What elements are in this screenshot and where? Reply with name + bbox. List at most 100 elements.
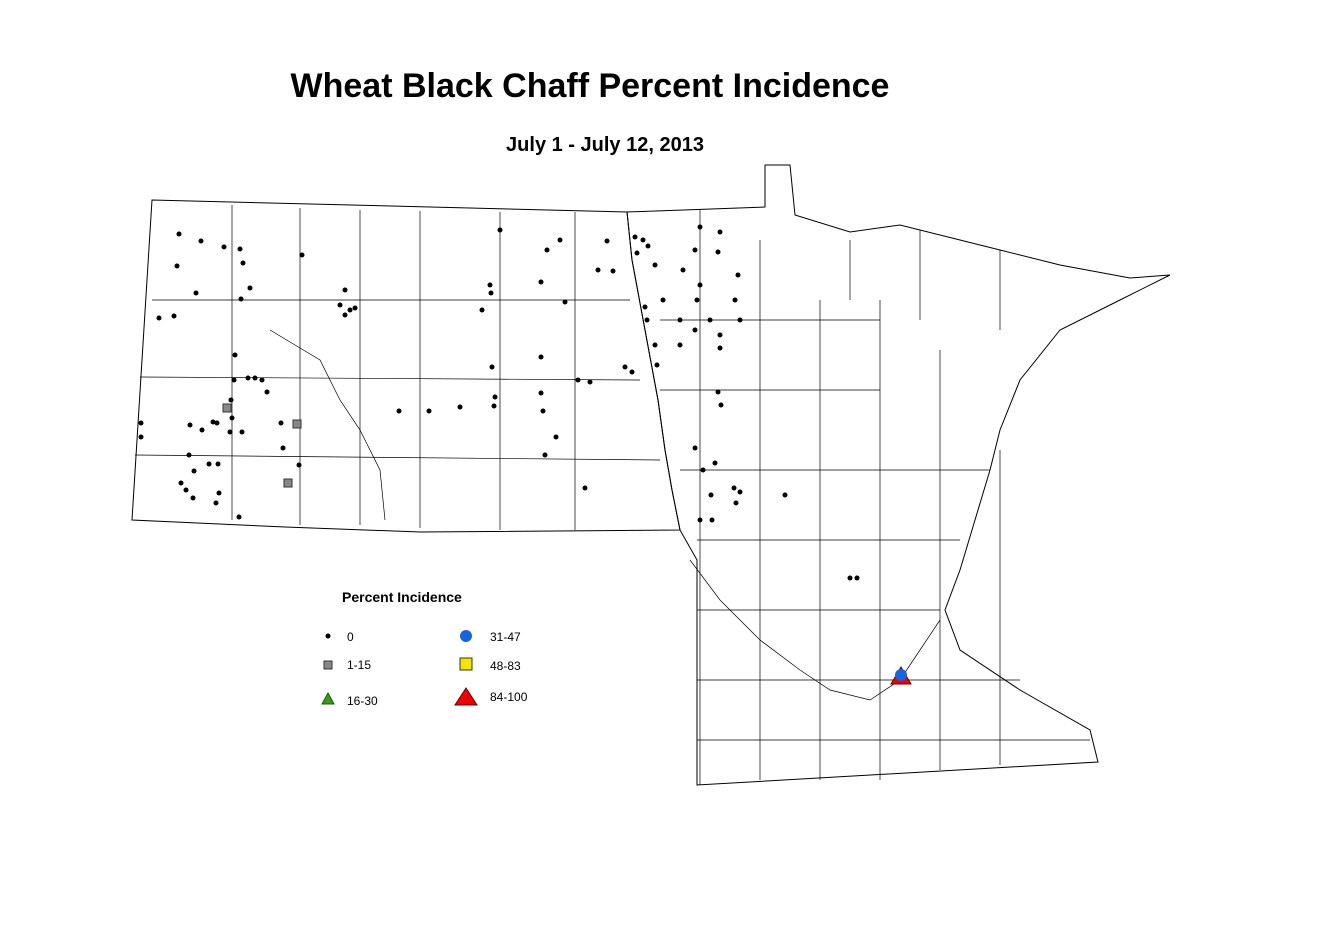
site-dot <box>190 495 196 501</box>
site-dot <box>215 461 221 467</box>
site-dot <box>731 485 737 491</box>
site-dot <box>247 285 253 291</box>
site-dot <box>491 403 497 409</box>
site-dot <box>582 485 588 491</box>
site-dot <box>700 467 706 473</box>
site-dot <box>199 427 205 433</box>
site-dot <box>538 354 544 360</box>
site-dot <box>575 377 581 383</box>
site-dot <box>489 364 495 370</box>
site-dot <box>642 304 648 310</box>
site-dot <box>252 375 258 381</box>
site-dot <box>707 317 713 323</box>
site-dot <box>538 279 544 285</box>
title: Wheat Black Chaff Percent Incidence <box>291 67 890 105</box>
site-dot <box>709 517 715 523</box>
site-dot <box>280 445 286 451</box>
site-dot <box>717 345 723 351</box>
site-dot <box>553 434 559 440</box>
legend-label: 48-83 <box>490 659 521 673</box>
site-dot <box>213 500 219 506</box>
legend-label: 84-100 <box>490 690 528 704</box>
site-dot <box>634 250 640 256</box>
site-dot <box>198 238 204 244</box>
legend-label: 0 <box>347 630 354 644</box>
site-dot <box>236 514 242 520</box>
marker-1-15 <box>292 419 302 429</box>
site-dot <box>221 244 227 250</box>
site-dot <box>717 332 723 338</box>
site-dot <box>240 260 246 266</box>
site-dot <box>191 468 197 474</box>
site-dot <box>186 452 192 458</box>
marker-1-15 <box>222 403 232 413</box>
legend-symbol <box>459 657 473 671</box>
legend-symbol <box>460 630 472 642</box>
legend-label: 16-30 <box>347 694 378 708</box>
site-dot <box>604 238 610 244</box>
site-dot <box>237 246 243 252</box>
site-dot <box>296 462 302 468</box>
site-dot <box>259 377 265 383</box>
site-dot <box>640 237 646 243</box>
site-dot <box>847 575 853 581</box>
site-dot <box>557 237 563 243</box>
site-dot <box>717 229 723 235</box>
site-dot <box>697 282 703 288</box>
site-dot <box>697 517 703 523</box>
site-dot <box>652 262 658 268</box>
site-dot <box>210 419 216 425</box>
site-dot <box>737 489 743 495</box>
site-dot <box>715 249 721 255</box>
survey-sites <box>138 224 860 581</box>
legend-title: Percent Incidence <box>342 589 462 605</box>
site-dot <box>735 272 741 278</box>
site-dot <box>193 290 199 296</box>
site-dot <box>544 247 550 253</box>
site-dot <box>232 352 238 358</box>
site-dot <box>479 307 485 313</box>
site-dot <box>229 415 235 421</box>
site-dot <box>487 282 493 288</box>
site-dot <box>715 389 721 395</box>
site-dot <box>347 307 353 313</box>
site-dot <box>692 327 698 333</box>
site-dot <box>238 296 244 302</box>
site-dot <box>677 317 683 323</box>
site-dot <box>227 429 233 435</box>
site-dot <box>595 267 601 273</box>
state-outlines <box>131 164 1171 786</box>
site-dot <box>178 480 184 486</box>
site-dot <box>694 297 700 303</box>
site-dot <box>645 243 651 249</box>
site-dot <box>680 267 686 273</box>
site-dot <box>562 299 568 305</box>
site-dot <box>342 287 348 293</box>
site-dot <box>692 445 698 451</box>
site-dot <box>712 460 718 466</box>
legend: Percent Incidence 0 1-15 16-30 31-47 48-… <box>321 589 528 708</box>
site-dot <box>708 492 714 498</box>
site-dot <box>629 369 635 375</box>
site-dot <box>692 247 698 253</box>
site-dot <box>183 487 189 493</box>
subtitle: July 1 - July 12, 2013 <box>506 134 704 156</box>
site-markers <box>222 403 912 685</box>
legend-label: 31-47 <box>490 630 521 644</box>
site-dot <box>652 342 658 348</box>
site-dot <box>492 394 498 400</box>
site-dot <box>216 490 222 496</box>
site-dot <box>540 408 546 414</box>
site-dot <box>622 364 628 370</box>
marker-31-47 <box>895 669 907 681</box>
legend-symbol <box>323 660 333 670</box>
site-dot <box>239 429 245 435</box>
site-dot <box>426 408 432 414</box>
site-dot <box>187 422 193 428</box>
site-dot <box>654 362 660 368</box>
site-dot <box>231 377 237 383</box>
site-dot <box>174 263 180 269</box>
site-dot <box>587 379 593 385</box>
site-dot <box>228 397 234 403</box>
